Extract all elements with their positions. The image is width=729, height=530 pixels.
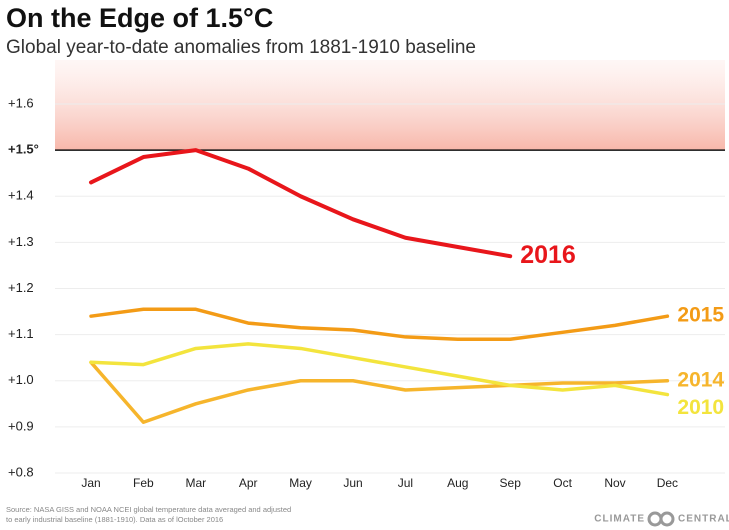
y-tick-label: +1.5°: [8, 142, 39, 157]
y-tick-label: +0.8: [8, 464, 34, 479]
y-tick-label: +1.6: [8, 95, 34, 110]
credit: CLIMATE: [594, 514, 645, 525]
x-tick-label: Mar: [185, 476, 206, 490]
y-tick-label: +0.9: [8, 418, 34, 433]
x-tick-label: Dec: [657, 476, 678, 490]
logo-icon: [647, 511, 675, 527]
series-label: 2014: [677, 368, 724, 391]
x-tick-label: Aug: [447, 476, 468, 490]
x-tick-label: Sep: [500, 476, 522, 490]
x-tick-label: Feb: [133, 476, 154, 490]
x-tick-label: Oct: [553, 476, 572, 490]
y-tick-label: +1.3: [8, 234, 34, 249]
x-tick-label: Jun: [343, 476, 362, 490]
y-tick-label: +1.4: [8, 188, 34, 203]
series-label: 2016: [520, 241, 576, 269]
source: Source: NASA GISS and NOAA NCEI global t…: [6, 505, 291, 514]
threshold-zone: [55, 60, 725, 151]
series-line: [89, 148, 513, 259]
chart-subtitle: Global year-to-date anomalies from 1881-…: [6, 37, 476, 58]
y-tick-label: +1.1: [8, 326, 34, 341]
series-line: [89, 307, 670, 341]
series-label: 2015: [677, 304, 724, 327]
chart-title: On the Edge of 1.5°C: [6, 3, 273, 33]
series-label: 2010: [677, 396, 724, 419]
x-tick-label: Nov: [604, 476, 625, 490]
series-line: [89, 342, 670, 397]
y-tick-label: +1.2: [8, 280, 34, 295]
credit: CENTRAL: [678, 514, 729, 525]
x-tick-label: Apr: [239, 476, 258, 490]
x-tick-label: Jul: [398, 476, 413, 490]
x-tick-label: Jan: [81, 476, 100, 490]
series-line: [89, 360, 670, 425]
y-tick-label: +1.0: [8, 372, 34, 387]
x-tick-label: May: [289, 476, 312, 490]
source: to early industrial baseline (1881-1910)…: [6, 515, 223, 524]
